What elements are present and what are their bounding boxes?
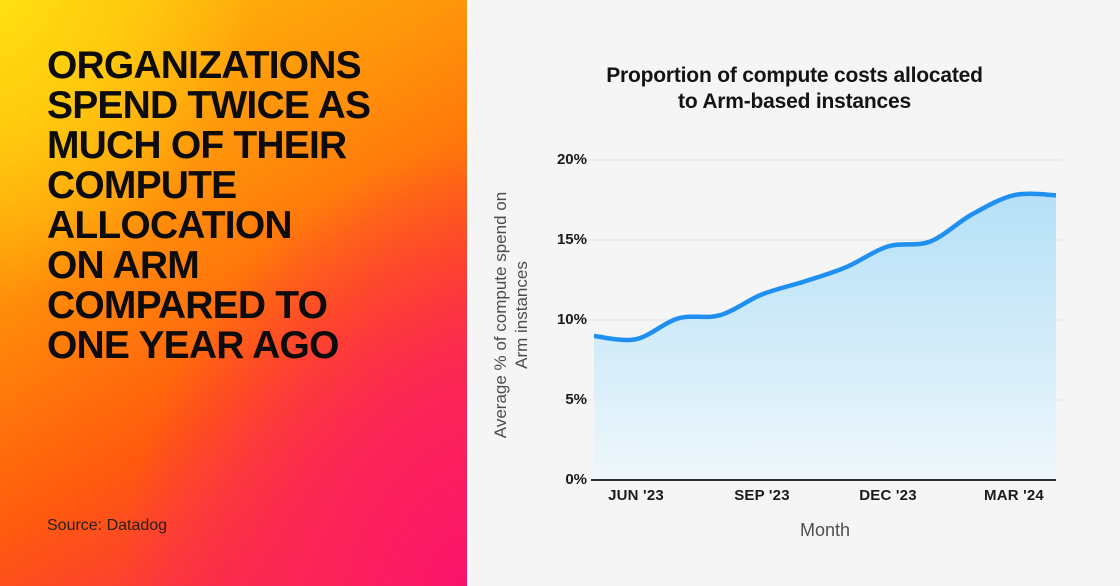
headline-line: SPEND TWICE AS [47,84,371,127]
y-tick-label: 15% [556,231,587,248]
y-tick-label: 20% [556,151,587,168]
x-tick-label: JUN '23 [608,487,664,504]
headline-line: ORGANIZATIONS [47,44,362,87]
headline: ORGANIZATIONS SPEND TWICE AS MUCH OF THE… [47,46,447,366]
stat-callout-panel: ORGANIZATIONS SPEND TWICE AS MUCH OF THE… [0,0,467,586]
y-tick-label: 0% [565,471,587,488]
arm-compute-area-chart [559,159,1062,481]
headline-line: MUCH OF THEIR [47,124,347,167]
y-tick-label: 10% [556,311,587,328]
x-tick-label: MAR '24 [984,487,1044,504]
chart-panel: Proportion of compute costs allocated to… [467,0,1120,586]
headline-line: COMPARED TO [47,284,328,327]
chart-title-line: Proportion of compute costs allocated [606,64,983,87]
y-tick-label: 5% [565,391,587,408]
x-tick-label: SEP '23 [734,487,790,504]
chart-title-line: to Arm-based instances [678,90,911,113]
chart-title: Proportion of compute costs allocated to… [469,63,1120,115]
y-axis-title-line: Average % of compute spend on [491,191,510,439]
headline-line: COMPUTE [47,164,237,207]
y-axis-title-line: Arm instances [512,261,531,369]
x-axis-title: Month [799,520,851,540]
headline-line: ON ARM [47,244,200,287]
y-axis-title: Average % of compute spend on Arm instan… [490,165,532,465]
source-attribution: Source: Datadog [47,517,168,534]
headline-line: ONE YEAR AGO [47,324,339,367]
x-tick-label: DEC '23 [859,487,917,504]
headline-line: ALLOCATION [47,204,293,247]
